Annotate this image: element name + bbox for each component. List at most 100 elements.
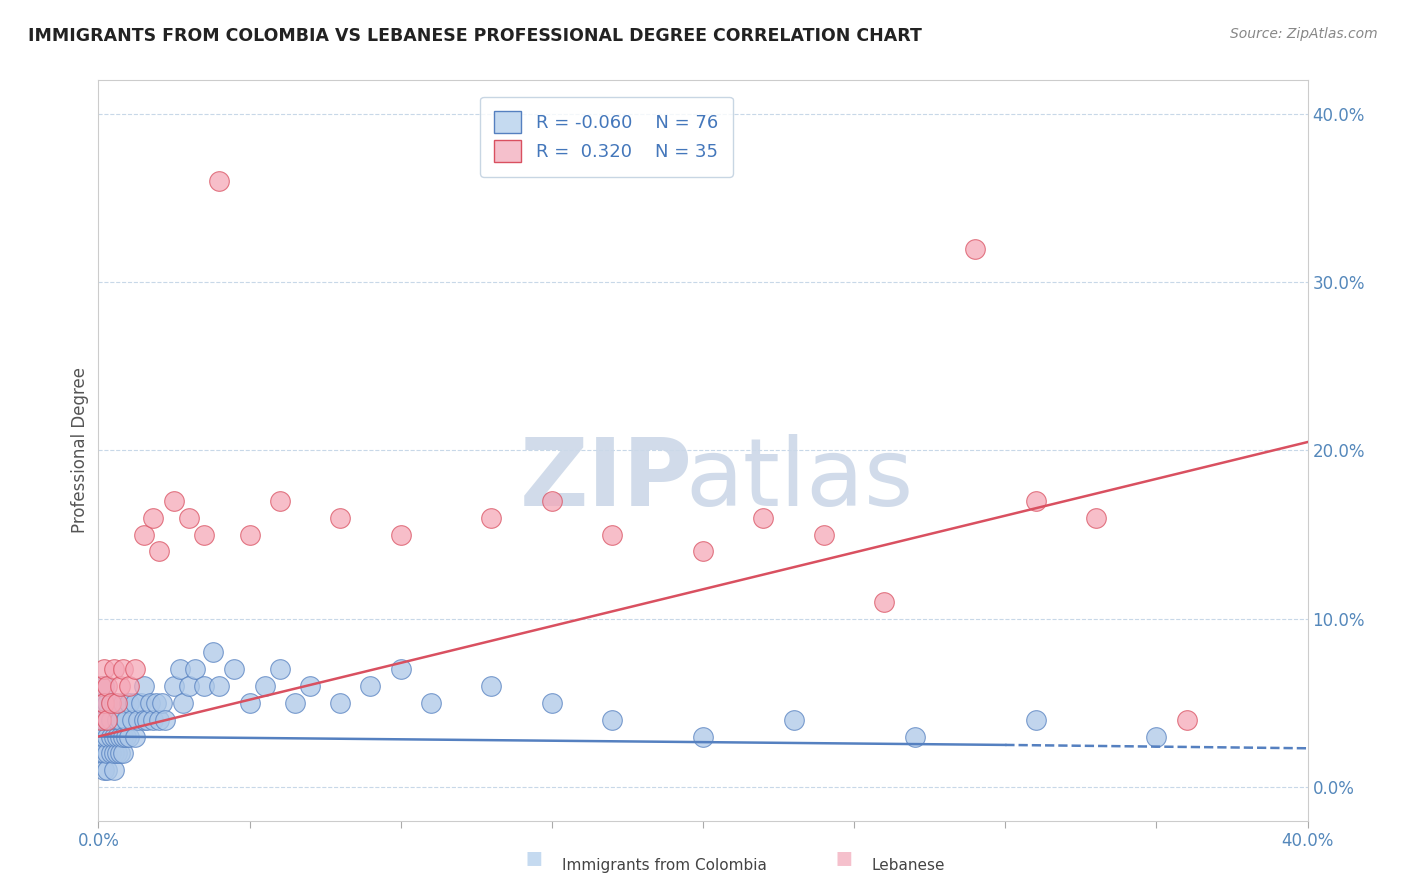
Point xyxy=(269,494,291,508)
Point xyxy=(163,679,186,693)
Point xyxy=(602,713,624,727)
Point xyxy=(202,645,225,659)
Point xyxy=(105,696,128,710)
Point xyxy=(96,763,118,777)
Point xyxy=(692,544,714,558)
Point xyxy=(813,527,835,541)
Point xyxy=(169,662,191,676)
Point xyxy=(108,747,131,761)
Point xyxy=(132,527,155,541)
Point xyxy=(100,696,122,710)
Point xyxy=(150,696,173,710)
Point xyxy=(329,696,352,710)
Point xyxy=(105,713,128,727)
Point xyxy=(481,679,503,693)
Point xyxy=(103,696,125,710)
Point xyxy=(239,527,262,541)
Point xyxy=(179,679,201,693)
Point xyxy=(118,696,141,710)
Point xyxy=(208,679,231,693)
Point xyxy=(93,696,115,710)
Point xyxy=(100,747,122,761)
Point xyxy=(193,527,215,541)
Text: Lebanese: Lebanese xyxy=(872,858,945,872)
Text: Source: ZipAtlas.com: Source: ZipAtlas.com xyxy=(1230,27,1378,41)
Point xyxy=(602,527,624,541)
Point xyxy=(93,662,115,676)
Point xyxy=(111,696,134,710)
Point xyxy=(269,662,291,676)
Point xyxy=(90,696,112,710)
Point xyxy=(114,713,136,727)
Text: atlas: atlas xyxy=(686,434,914,526)
Point xyxy=(96,713,118,727)
Point xyxy=(90,730,112,744)
Point xyxy=(129,696,152,710)
Point xyxy=(389,662,412,676)
Point xyxy=(111,730,134,744)
Point xyxy=(121,713,143,727)
Text: ZIP: ZIP xyxy=(520,434,693,526)
Point xyxy=(184,662,207,676)
Point xyxy=(96,730,118,744)
Point xyxy=(93,763,115,777)
Point xyxy=(1024,494,1046,508)
Point xyxy=(127,713,149,727)
Point xyxy=(90,747,112,761)
Point xyxy=(1085,510,1108,524)
Point xyxy=(193,679,215,693)
Text: IMMIGRANTS FROM COLOMBIA VS LEBANESE PROFESSIONAL DEGREE CORRELATION CHART: IMMIGRANTS FROM COLOMBIA VS LEBANESE PRO… xyxy=(28,27,922,45)
Point xyxy=(108,713,131,727)
Point xyxy=(1024,713,1046,727)
Point xyxy=(100,696,122,710)
Point xyxy=(132,713,155,727)
Text: ▪: ▪ xyxy=(834,843,853,871)
Point xyxy=(153,713,176,727)
Point xyxy=(360,679,382,693)
Point xyxy=(540,494,562,508)
Point xyxy=(96,696,118,710)
Point xyxy=(284,696,307,710)
Point xyxy=(90,679,112,693)
Point xyxy=(873,595,896,609)
Point xyxy=(481,510,503,524)
Point xyxy=(139,696,162,710)
Point xyxy=(111,662,134,676)
Point xyxy=(163,494,186,508)
Point xyxy=(124,662,146,676)
Point xyxy=(93,747,115,761)
Y-axis label: Professional Degree: Professional Degree xyxy=(70,368,89,533)
Point xyxy=(96,713,118,727)
Point xyxy=(208,174,231,188)
Point xyxy=(253,679,276,693)
Point xyxy=(96,747,118,761)
Point xyxy=(114,730,136,744)
Point xyxy=(124,696,146,710)
Point xyxy=(93,713,115,727)
Point xyxy=(179,510,201,524)
Point xyxy=(1144,730,1167,744)
Text: ▪: ▪ xyxy=(524,843,544,871)
Point xyxy=(118,730,141,744)
Point xyxy=(124,730,146,744)
Point xyxy=(135,713,157,727)
Point xyxy=(108,730,131,744)
Point xyxy=(389,527,412,541)
Point xyxy=(142,713,165,727)
Legend: R = -0.060    N = 76, R =  0.320    N = 35: R = -0.060 N = 76, R = 0.320 N = 35 xyxy=(479,96,733,177)
Point xyxy=(224,662,246,676)
Text: Immigrants from Colombia: Immigrants from Colombia xyxy=(562,858,768,872)
Point xyxy=(103,747,125,761)
Point xyxy=(142,510,165,524)
Point xyxy=(103,730,125,744)
Point xyxy=(105,730,128,744)
Point xyxy=(148,713,170,727)
Point xyxy=(172,696,194,710)
Point xyxy=(132,679,155,693)
Point xyxy=(103,662,125,676)
Point xyxy=(692,730,714,744)
Point xyxy=(145,696,167,710)
Point xyxy=(329,510,352,524)
Point xyxy=(96,679,118,693)
Point xyxy=(93,679,115,693)
